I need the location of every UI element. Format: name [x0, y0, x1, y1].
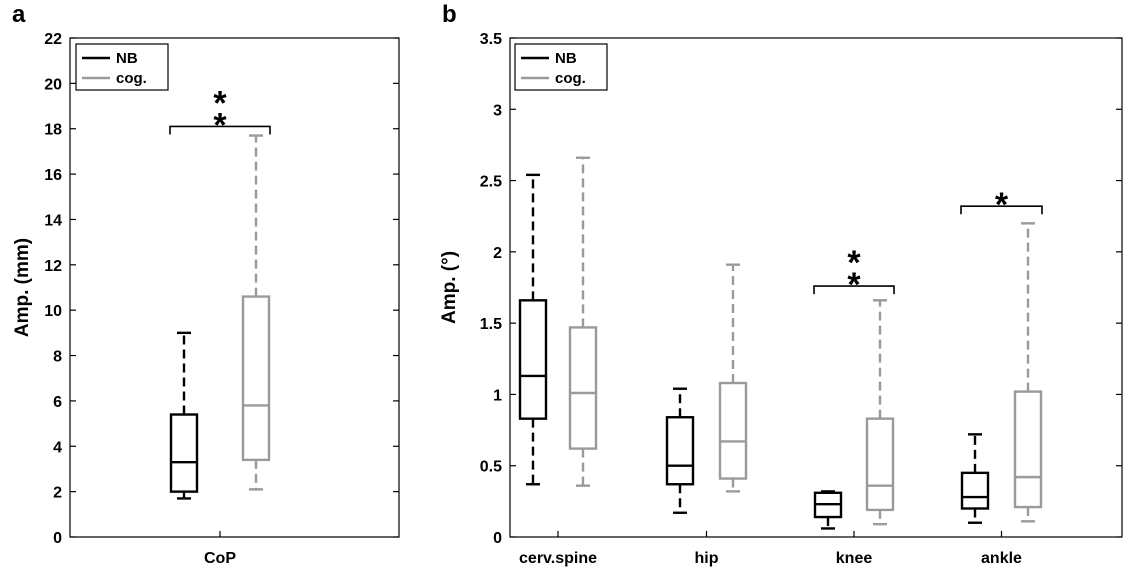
- panel-label: b: [442, 1, 457, 28]
- box-nb: [169, 413, 199, 493]
- y-tick-label: 20: [44, 76, 62, 93]
- significance-marker: *: [213, 106, 227, 144]
- significance-marker: *: [847, 266, 861, 304]
- y-tick-label: 3: [493, 102, 502, 119]
- legend-box: [514, 43, 608, 91]
- y-tick-label: 16: [44, 167, 62, 184]
- y-tick-label: 1: [493, 387, 502, 404]
- legend-label: NB: [116, 50, 138, 67]
- panel-label: a: [12, 1, 26, 28]
- legend-label: cog.: [116, 70, 147, 87]
- box-cog: [241, 295, 271, 462]
- significance-marker: *: [847, 244, 861, 282]
- box-cog: [718, 381, 748, 480]
- axes-frame: [69, 37, 400, 538]
- y-tick-label: 12: [44, 258, 62, 275]
- box-nb: [960, 471, 990, 510]
- legend-box: [75, 43, 169, 91]
- box-nb: [665, 416, 695, 486]
- y-tick-label: 0: [53, 530, 62, 547]
- axes-frame: [509, 37, 1123, 538]
- x-tick-label: ankle: [981, 550, 1022, 567]
- y-tick-label: 2: [493, 245, 502, 262]
- box-cog: [1013, 390, 1043, 509]
- panel-b: b 0 0.5 1 1.5 2 2.5 3 3.5 Amp. (°) cerv.spine hip kn…: [439, 1, 1123, 567]
- y-tick-label: 18: [44, 122, 62, 139]
- y-tick-label: 10: [44, 303, 62, 320]
- y-tick-label: 0: [493, 530, 502, 547]
- significance-marker: *: [995, 186, 1009, 224]
- significance-bracket: [960, 205, 1043, 215]
- y-tick-label: 2.5: [480, 174, 502, 191]
- box-cog: [865, 417, 895, 512]
- y-tick-label: 8: [53, 349, 62, 366]
- y-tick-label: 2: [53, 485, 62, 502]
- box-nb: [518, 299, 548, 420]
- panel-a: a 0 2 4 6 8 10 12 14 16 18 20 22 Amp. (mm) CoP ** NB cog.: [12, 1, 400, 567]
- significance-bracket: [169, 125, 271, 135]
- y-tick-label: 3.5: [480, 31, 502, 48]
- x-tick-label: hip: [695, 550, 719, 567]
- box-cog: [568, 326, 598, 450]
- y-tick-label: 4: [53, 439, 62, 456]
- x-tick-label: cerv.spine: [519, 550, 597, 567]
- legend-label: NB: [555, 50, 577, 67]
- y-axis-label: Amp. (mm): [12, 238, 33, 337]
- y-tick-label: 22: [44, 31, 62, 48]
- y-tick-label: 1.5: [480, 316, 502, 333]
- significance-marker: *: [213, 84, 227, 122]
- y-axis-label: Amp. (°): [439, 251, 460, 324]
- y-tick-label: 14: [44, 212, 62, 229]
- significance-bracket: [813, 285, 895, 295]
- y-tick-label: 6: [53, 394, 62, 411]
- legend-label: cog.: [555, 70, 586, 87]
- y-tick-label: 0.5: [480, 459, 502, 476]
- x-tick-label: knee: [836, 550, 873, 567]
- x-tick-label: CoP: [204, 550, 236, 567]
